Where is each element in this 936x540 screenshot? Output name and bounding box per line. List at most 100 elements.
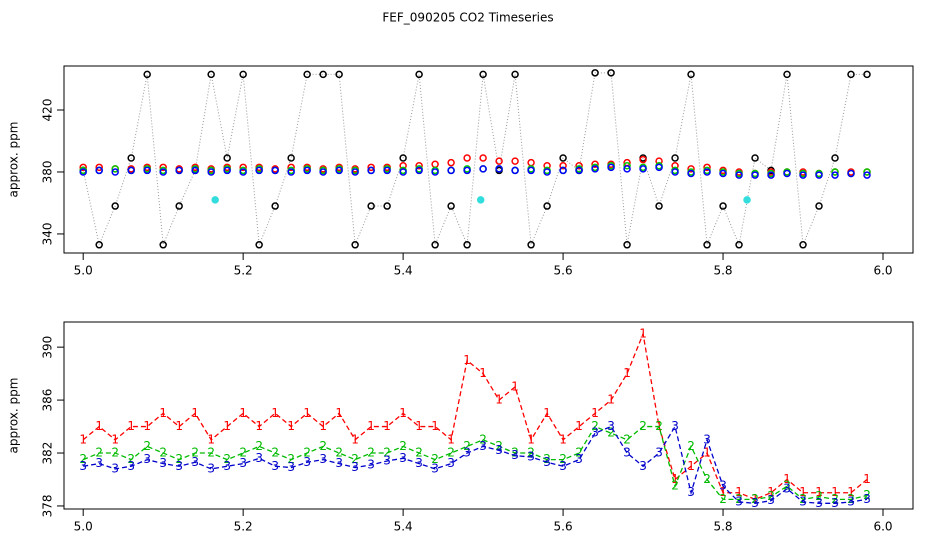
point-symbol: 2 [175, 452, 183, 466]
point [223, 154, 231, 162]
point-symbol: 3 [111, 461, 119, 475]
point-symbol: 2 [863, 488, 871, 502]
point-symbol: 2 [255, 439, 263, 453]
point [143, 70, 151, 79]
point-symbol: 2 [367, 446, 375, 460]
point [799, 171, 807, 179]
x-tick-label: 5.4 [394, 520, 413, 534]
point-symbol: 2 [623, 432, 631, 446]
point [543, 202, 551, 210]
point [575, 166, 583, 175]
point [271, 202, 279, 210]
point [415, 70, 423, 79]
point-symbol: 1 [495, 393, 503, 407]
point-symbol: 3 [447, 456, 455, 470]
point-symbol: 2 [783, 479, 791, 493]
point-symbol: 1 [847, 485, 855, 499]
point-symbol: 1 [719, 485, 727, 499]
point-symbol: 2 [527, 446, 535, 460]
x-tick-label: 5.6 [554, 264, 573, 278]
point [415, 162, 423, 170]
point [79, 163, 87, 172]
point-symbol: 3 [847, 494, 855, 508]
point-symbol: 3 [95, 456, 103, 470]
point [655, 202, 663, 210]
point-symbol: 3 [767, 493, 775, 507]
point-symbol: 3 [351, 460, 359, 474]
point [287, 163, 295, 172]
point [735, 241, 743, 249]
point-symbol: 2 [351, 452, 359, 466]
point-symbol: 1 [95, 419, 103, 433]
point-symbol: 3 [735, 494, 743, 508]
point [687, 70, 695, 79]
point [815, 202, 823, 210]
point-symbol: 1 [703, 446, 711, 460]
point [399, 154, 407, 162]
y-tick-label: 420 [41, 99, 55, 122]
point-symbol: 3 [159, 456, 167, 470]
point-symbol: 1 [559, 432, 567, 446]
point-symbol: 1 [831, 485, 839, 499]
point-symbol: 3 [335, 456, 343, 470]
series-line [82, 425, 868, 501]
x-tick-label: 5.4 [394, 264, 413, 278]
point [743, 196, 751, 204]
point-symbol: 1 [863, 472, 871, 486]
x-tick-label: 5.2 [234, 520, 253, 534]
x-tick-label: 5.0 [74, 520, 93, 534]
point [527, 241, 535, 249]
point-symbol: 1 [287, 419, 295, 433]
point-symbol: 2 [511, 446, 519, 460]
point-symbol: 2 [703, 472, 711, 486]
series-line [82, 331, 868, 501]
point-symbol: 1 [591, 406, 599, 420]
point-symbol: 1 [303, 406, 311, 420]
point [623, 162, 631, 170]
point-symbol: 3 [175, 459, 183, 473]
point-symbol: 1 [271, 406, 279, 420]
point-symbol: 3 [143, 452, 151, 466]
point-symbol: 2 [271, 446, 279, 460]
point [703, 168, 711, 176]
point-symbol: 3 [639, 459, 647, 473]
point-symbol: 2 [495, 439, 503, 453]
point-symbol: 2 [431, 452, 439, 466]
point [719, 202, 727, 210]
point-symbol: 3 [399, 451, 407, 465]
point [95, 241, 103, 249]
point [735, 171, 743, 179]
point-symbol: 1 [207, 432, 215, 446]
point [255, 241, 263, 249]
point [703, 163, 711, 172]
point [607, 69, 615, 77]
point-symbol: 2 [719, 492, 727, 506]
point-symbol: 1 [815, 485, 823, 499]
point-symbol: 3 [255, 451, 263, 465]
point-symbol: 1 [687, 459, 695, 473]
point-symbol: 1 [255, 419, 263, 433]
point [447, 202, 455, 210]
point [271, 166, 279, 175]
point-symbol: 1 [463, 353, 471, 367]
point-symbol: 2 [655, 419, 663, 433]
point-symbol: 1 [479, 366, 487, 380]
point-symbol: 1 [767, 485, 775, 499]
point-symbol: 1 [527, 432, 535, 446]
point-symbol: 3 [127, 459, 135, 473]
point [783, 169, 791, 178]
point-symbol: 3 [815, 496, 823, 510]
point-symbol: 3 [79, 459, 87, 473]
point [831, 171, 839, 179]
point [511, 166, 519, 175]
x-tick-label: 5.8 [713, 520, 732, 534]
point-symbol: 3 [303, 455, 311, 469]
point-symbol: 1 [575, 419, 583, 433]
point [527, 158, 535, 167]
point [479, 154, 487, 162]
point-symbol: 1 [415, 419, 423, 433]
point [671, 168, 679, 176]
point [431, 168, 439, 176]
point [511, 157, 519, 165]
point-symbol: 2 [127, 452, 135, 466]
